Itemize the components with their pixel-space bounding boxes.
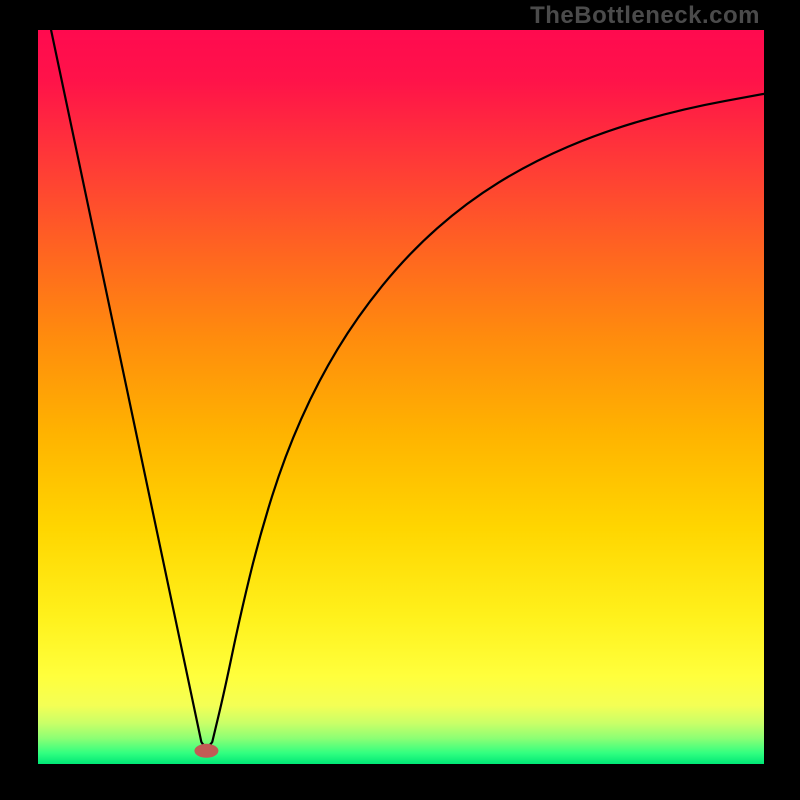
watermark-text: TheBottleneck.com — [530, 2, 760, 30]
chart-plot-area — [38, 30, 764, 764]
optimal-point-marker — [194, 744, 218, 758]
figure-container: TheBottleneck.com — [0, 0, 800, 800]
bottleneck-curve — [51, 30, 764, 746]
chart-curve-layer — [38, 30, 764, 764]
